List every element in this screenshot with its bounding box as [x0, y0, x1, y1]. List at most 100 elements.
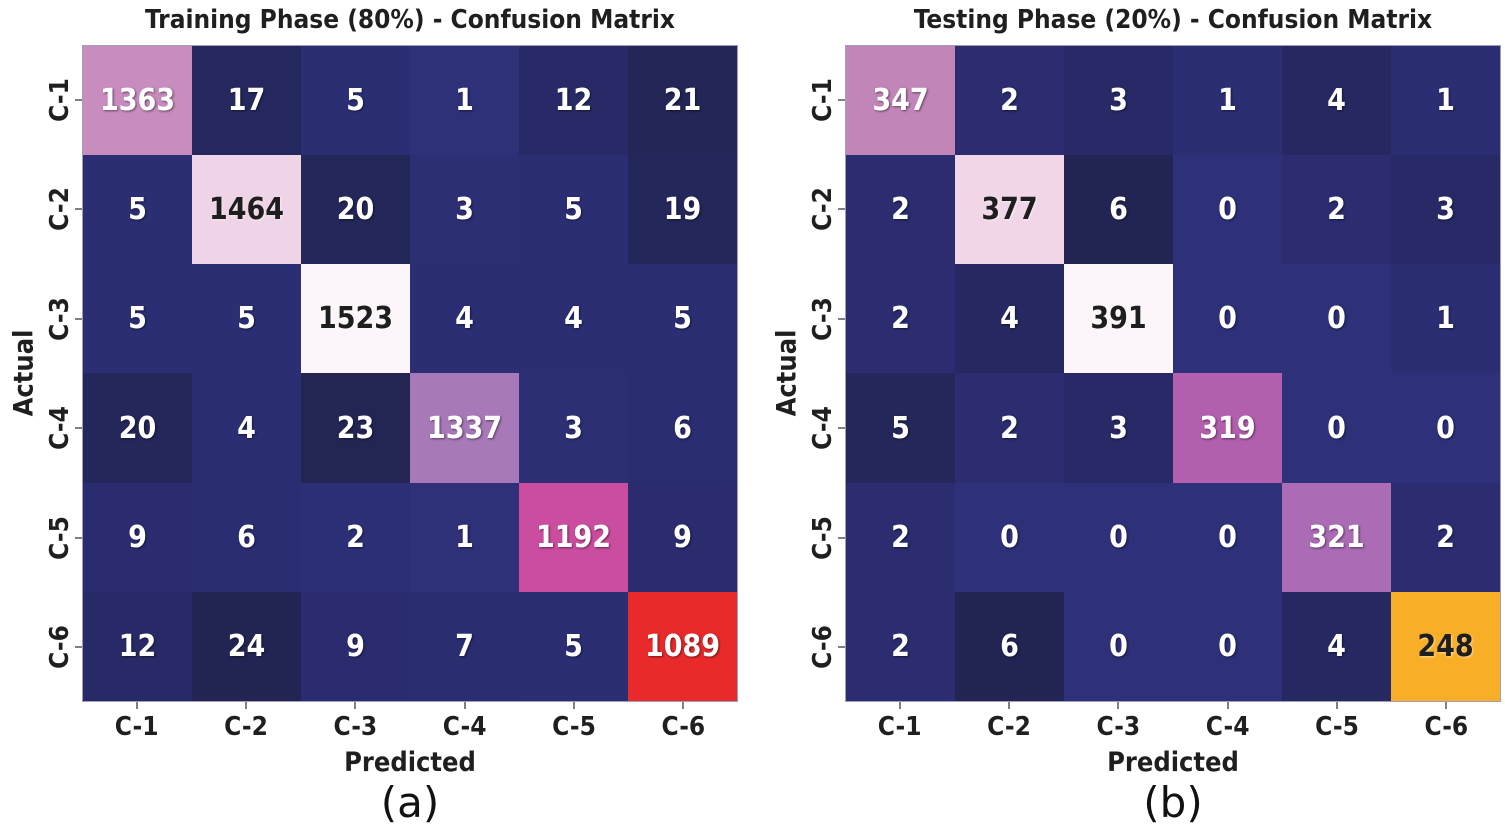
heatmap-cell: 347: [846, 46, 955, 156]
heatmap-cell: 12: [83, 591, 192, 701]
heatmap-cell: 4: [1282, 46, 1391, 156]
heatmap-cell: 0: [1173, 591, 1282, 701]
y-tick-label: C-3: [45, 296, 75, 341]
heatmap-cell: 5: [301, 46, 410, 156]
heatmap-grid: 1363 17 5 1 12 21 5 1464 20 3 5 19 5 5 1523 4 4 5 20 4 23 133…: [82, 45, 738, 702]
x-axis-tick-mark: [1336, 702, 1338, 709]
heatmap-cell: 4: [955, 264, 1064, 374]
y-tick-label: C-5: [808, 515, 838, 560]
heatmap-cell: 0: [1173, 482, 1282, 592]
heatmap-cell: 1: [410, 482, 519, 592]
x-tick-label: C-3: [333, 712, 378, 742]
heatmap-cell: 20: [83, 373, 192, 483]
heatmap-cell: 4: [192, 373, 301, 483]
y-axis-label: Actual: [8, 329, 40, 417]
heatmap-cell: 2: [846, 264, 955, 374]
heatmap-cell: 4: [519, 264, 628, 374]
x-tick-label: C-4: [1205, 712, 1250, 742]
y-axis-tick-mark: [75, 208, 82, 211]
heatmap-cell: 1337: [410, 373, 519, 483]
y-axis-tick-mark: [75, 317, 82, 320]
y-tick-label: C-4: [808, 406, 838, 451]
y-axis-label: Actual: [771, 329, 803, 417]
y-axis-tick-mark: [838, 98, 845, 101]
x-axis-label: Predicted: [344, 747, 476, 778]
heatmap-cell: 0: [1173, 264, 1282, 374]
x-tick-label: C-2: [987, 712, 1031, 742]
x-axis-tick-mark: [682, 702, 685, 709]
heatmap-cell: 3: [410, 155, 519, 265]
x-tick-label: C-1: [877, 712, 922, 742]
x-axis-tick-mark: [1117, 702, 1120, 709]
heatmap-cell: 5: [192, 264, 301, 374]
heatmap-cell: 319: [1173, 373, 1282, 483]
heatmap-cell: 1192: [519, 482, 628, 592]
heatmap-cell: 5: [83, 264, 192, 374]
x-axis-tick-mark: [1445, 702, 1448, 709]
heatmap-cell: 391: [1064, 264, 1173, 374]
heatmap-cell: 5: [628, 264, 737, 374]
heatmap-cell: 9: [628, 482, 737, 592]
y-tick-label: C-1: [45, 77, 75, 122]
heatmap-cell: 6: [1064, 155, 1173, 265]
heatmap-cell: 6: [628, 373, 737, 483]
heatmap-cell: 1: [1391, 264, 1500, 374]
x-axis-tick-mark: [1226, 702, 1229, 709]
heatmap-cell: 321: [1282, 482, 1391, 592]
y-tick-label: C-1: [808, 77, 838, 122]
y-tick-label: C-5: [45, 515, 75, 560]
training-confusion-matrix-panel: Training Phase (80%) - Confusion Matrix …: [9, 0, 738, 835]
panel-title: Testing Phase (20%) - Confusion Matrix: [913, 5, 1433, 35]
x-axis-tick-mark: [573, 702, 575, 709]
heatmap-cell: 20: [301, 155, 410, 265]
heatmap-cell: 5: [83, 155, 192, 265]
heatmap-cell: 0: [955, 482, 1064, 592]
y-axis-tick-mark: [75, 646, 82, 649]
heatmap-cell: 7: [410, 591, 519, 701]
heatmap-cell: 1464: [192, 155, 301, 265]
heatmap-cell: 2: [1282, 155, 1391, 265]
heatmap-cell: 2: [301, 482, 410, 592]
y-tick-label: C-4: [45, 406, 75, 451]
y-tick-label: C-3: [808, 296, 838, 341]
heatmap-cell: 17: [192, 46, 301, 156]
heatmap-cell: 0: [1391, 373, 1500, 483]
y-tick-label: C-6: [45, 625, 75, 670]
heatmap-cell: 2: [955, 373, 1064, 483]
heatmap-cell: 3: [519, 373, 628, 483]
x-axis-tick-mark: [463, 702, 466, 709]
heatmap-cell: 2: [846, 155, 955, 265]
y-axis-tick-mark: [838, 646, 845, 649]
y-axis-tick-mark: [75, 427, 82, 430]
y-axis-tick-mark: [838, 317, 845, 320]
x-axis-label: Predicted: [1107, 747, 1239, 778]
heatmap-cell: 1: [1173, 46, 1282, 156]
x-axis-tick-mark: [898, 702, 901, 709]
heatmap-cell: 3: [1391, 155, 1500, 265]
x-tick-label: C-2: [224, 712, 268, 742]
heatmap-cell: 0: [1173, 155, 1282, 265]
y-axis-tick-mark: [75, 98, 82, 101]
x-axis-tick-mark: [135, 702, 138, 709]
y-axis-tick-mark: [838, 427, 845, 430]
x-tick-label: C-6: [661, 712, 706, 742]
x-axis-tick-mark: [354, 702, 357, 709]
heatmap-cell: 5: [846, 373, 955, 483]
y-axis-tick-mark: [75, 536, 82, 539]
heatmap-cell: 12: [519, 46, 628, 156]
x-tick-label: C-1: [114, 712, 159, 742]
heatmap-cell: 2: [846, 591, 955, 701]
x-tick-label: C-6: [1424, 712, 1469, 742]
heatmap-cell: 1523: [301, 264, 410, 374]
y-axis-tick-mark: [838, 536, 845, 539]
panel-title: Training Phase (80%) - Confusion Matrix: [145, 5, 675, 35]
heatmap-cell: 19: [628, 155, 737, 265]
x-tick-label: C-5: [552, 712, 596, 742]
heatmap-cell: 24: [192, 591, 301, 701]
heatmap-cell: 21: [628, 46, 737, 156]
heatmap-cell: 2: [1391, 482, 1500, 592]
heatmap-cell: 377: [955, 155, 1064, 265]
heatmap-cell: 4: [1282, 591, 1391, 701]
heatmap-cell: 1: [1391, 46, 1500, 156]
heatmap-cell: 2: [955, 46, 1064, 156]
